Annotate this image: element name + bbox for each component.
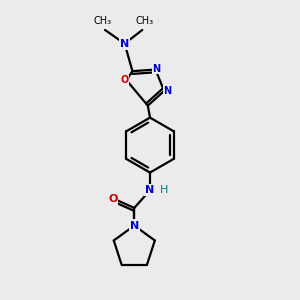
Text: N: N [120,39,129,49]
Text: O: O [108,194,117,204]
Text: CH₃: CH₃ [135,16,153,26]
Text: N: N [146,185,154,195]
Text: N: N [163,86,171,96]
Text: O: O [120,75,129,85]
Text: CH₃: CH₃ [94,16,112,26]
Text: N: N [152,64,160,74]
Text: H: H [160,185,168,195]
Text: N: N [130,220,139,231]
